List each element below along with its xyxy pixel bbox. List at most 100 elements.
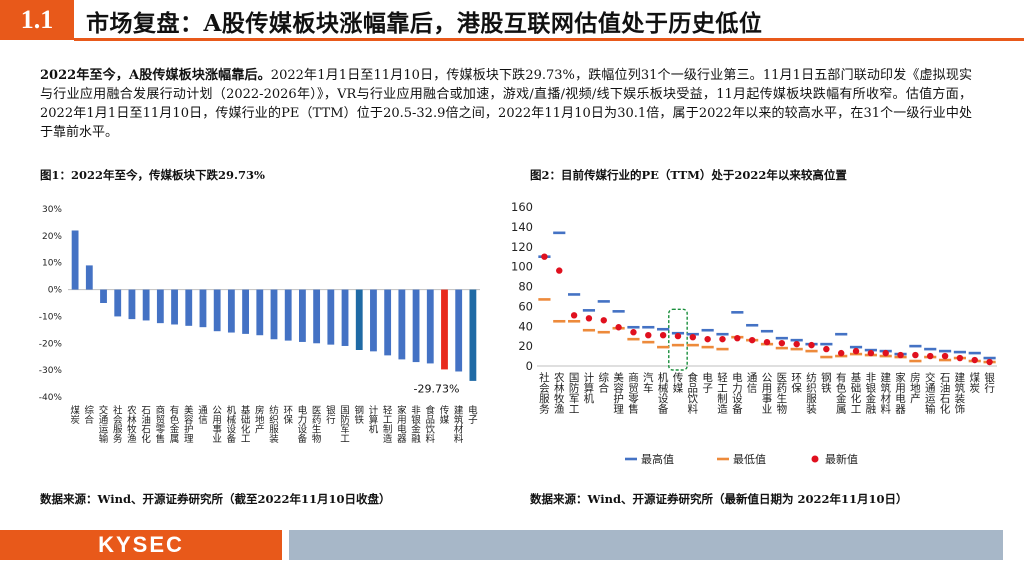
svg-text:础: 础 (241, 414, 251, 426)
svg-text:算: 算 (369, 414, 379, 426)
pe-latest-dot (897, 351, 904, 359)
pe-min-marker (805, 349, 818, 353)
bar (441, 289, 448, 370)
svg-text:机: 机 (227, 404, 237, 416)
svg-text:纺: 纺 (269, 404, 279, 416)
svg-text:公: 公 (762, 372, 773, 384)
svg-text:药: 药 (777, 383, 788, 395)
pe-max-marker (642, 325, 655, 329)
x-tick-label: 房地产 (255, 404, 265, 435)
svg-text:工: 工 (241, 434, 251, 445)
svg-text:美: 美 (184, 404, 194, 416)
svg-text:建: 建 (955, 371, 966, 384)
svg-text:牧: 牧 (127, 423, 137, 435)
svg-text:铁: 铁 (354, 414, 364, 426)
svg-text:料: 料 (454, 433, 464, 445)
bar (341, 289, 349, 346)
svg-text:食: 食 (426, 404, 436, 416)
svg-text:材: 材 (454, 423, 464, 435)
svg-text:环: 环 (791, 372, 802, 384)
svg-text:电: 电 (397, 423, 407, 435)
bar (71, 230, 79, 290)
bar (469, 289, 477, 381)
svg-text:服: 服 (806, 393, 817, 405)
title-divider (74, 38, 1024, 41)
svg-text:非: 非 (411, 404, 421, 416)
svg-text:防: 防 (569, 382, 580, 395)
pe-min-marker (775, 346, 788, 350)
svg-text:商: 商 (628, 371, 639, 384)
y-tick-label: 20 (518, 339, 533, 353)
pe-latest-dot (986, 358, 993, 366)
svg-text:基: 基 (851, 371, 862, 384)
bar (426, 289, 434, 364)
svg-text:机: 机 (369, 423, 379, 435)
pe-max-marker (597, 300, 610, 303)
svg-text:化: 化 (851, 392, 862, 405)
svg-text:机: 机 (584, 392, 595, 405)
pe-max-marker (775, 336, 788, 340)
svg-text:售: 售 (628, 403, 639, 416)
bar (171, 289, 178, 325)
y-tick-label: 140 (511, 220, 533, 234)
pe-min-marker (538, 298, 551, 301)
svg-text:有: 有 (170, 404, 180, 416)
bar (85, 265, 93, 290)
svg-text:信: 信 (747, 383, 758, 395)
svg-text:钢: 钢 (354, 404, 364, 416)
svg-text:化: 化 (141, 433, 151, 445)
svg-text:产: 产 (255, 423, 265, 435)
y-tick-label: 20% (42, 232, 62, 242)
svg-text:基: 基 (241, 404, 251, 416)
x-tick-label: 房地产 (910, 371, 921, 405)
svg-text:织: 织 (269, 414, 279, 426)
svg-text:社: 社 (113, 404, 123, 416)
pe-max-marker (820, 342, 833, 346)
svg-text:电: 电 (298, 404, 308, 416)
svg-text:石: 石 (141, 424, 151, 435)
svg-text:石: 石 (940, 393, 951, 405)
x-tick-label: 通信 (747, 372, 758, 395)
y-tick-label: 0 (526, 359, 533, 373)
svg-text:行: 行 (326, 414, 336, 426)
svg-text:备: 备 (298, 433, 308, 445)
pe-max-marker (909, 344, 922, 348)
svg-text:房: 房 (910, 371, 921, 384)
svg-text:化: 化 (940, 403, 951, 416)
industry-pe-range-chart: 160140120100806040200社会服务农林牧渔国防军工计算机综合美容… (511, 200, 997, 466)
svg-text:事: 事 (212, 423, 222, 435)
svg-text:用: 用 (212, 415, 222, 426)
svg-text:渔: 渔 (127, 434, 137, 445)
svg-text:车: 车 (643, 382, 654, 395)
summary-paragraph: 2022年至今，A股传媒板块涨幅靠后。2022年1月1日至11月10日，传媒板块… (40, 66, 972, 142)
svg-text:品: 品 (426, 415, 436, 426)
logo-text: KYSEC (98, 532, 184, 557)
svg-text:农: 农 (127, 404, 137, 416)
y-tick-label: 80 (518, 280, 533, 294)
svg-text:轻: 轻 (383, 404, 393, 416)
bar (114, 289, 122, 317)
svg-text:生: 生 (312, 423, 322, 435)
svg-text:林: 林 (554, 382, 565, 395)
x-tick-label: 通信 (198, 405, 208, 426)
pe-max-marker (953, 350, 966, 354)
y-tick-label: 60 (518, 299, 533, 313)
svg-text:通: 通 (747, 372, 758, 384)
svg-text:装: 装 (955, 392, 966, 405)
svg-text:电: 电 (732, 371, 743, 384)
svg-text:合: 合 (599, 382, 610, 395)
